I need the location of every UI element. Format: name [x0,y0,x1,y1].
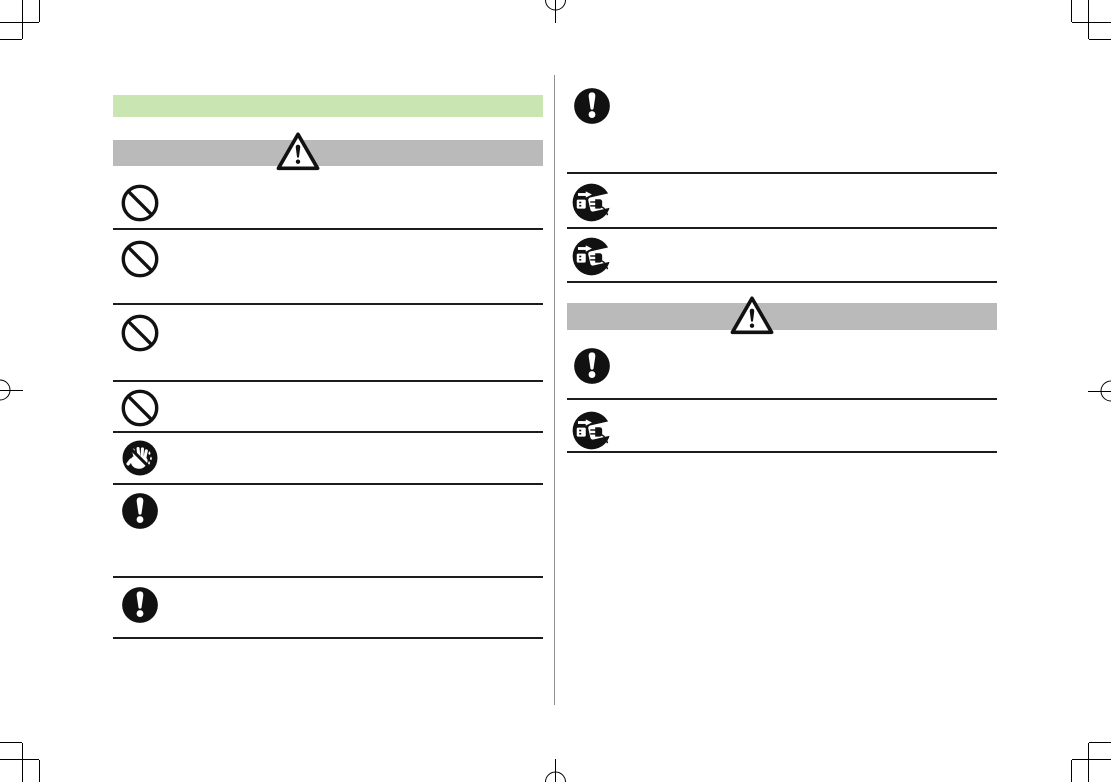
column-divider [554,75,555,705]
separator-line [113,431,543,433]
warning-triangle-icon [276,131,320,172]
separator-line [567,227,997,229]
prohibition-icon [121,240,159,278]
left-column [113,0,543,782]
unplug-power-icon [571,236,612,277]
no-wet-hands-icon [121,439,159,477]
separator-line [567,281,997,283]
mandatory-action-icon [121,586,159,624]
separator-line [113,228,543,230]
warning-triangle-icon [730,295,774,336]
prohibition-icon [121,184,159,222]
separator-line [113,637,543,639]
unplug-power-icon [571,410,612,451]
unplug-power-icon [571,182,612,223]
separator-line [113,483,543,485]
caution-header-bar [567,303,997,330]
separator-line [113,303,543,305]
separator-line [567,398,997,400]
mandatory-action-icon [573,87,611,125]
prohibition-icon [121,314,159,352]
mandatory-action-icon [573,347,611,385]
section-title-bar [113,95,543,117]
mandatory-action-icon [121,492,159,530]
separator-line [567,172,997,174]
warning-header-bar [113,140,543,166]
separator-line [113,576,543,578]
separator-line [113,380,543,382]
separator-line [567,451,997,453]
right-column [567,0,997,782]
prohibition-icon [121,389,159,427]
